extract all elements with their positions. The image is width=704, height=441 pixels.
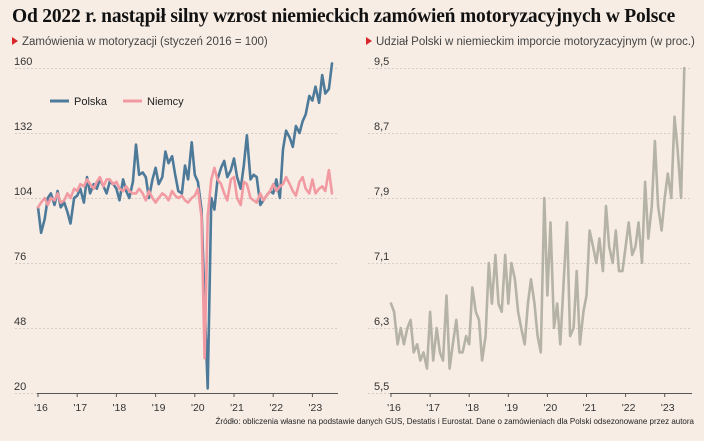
y-tick-label: 7,1 bbox=[374, 251, 389, 263]
y-tick-label: 9,5 bbox=[374, 56, 389, 68]
chart-title: Od 2022 r. nastąpił silny wzrost niemiec… bbox=[12, 6, 676, 27]
x-tick-label: '16 bbox=[387, 402, 401, 414]
chart-panel-2: 9,5 8,7 7,9 7,1 6,3 5,5 '16 '17 '18 '19 '20 '21 '22 '… bbox=[368, 56, 692, 414]
series-line-share bbox=[389, 66, 686, 370]
series-line-polska bbox=[36, 62, 334, 390]
y-tick-label: 7,9 bbox=[374, 186, 389, 198]
left-subtitle-text: Zamówienia w motoryzacji (styczeń 2016 =… bbox=[22, 36, 268, 48]
y-tick-label: 48 bbox=[14, 316, 26, 328]
y-tick-label: 20 bbox=[14, 381, 26, 393]
red-triangle-marker-icon bbox=[12, 37, 18, 45]
x-tick-label: '19 bbox=[504, 402, 518, 414]
x-tick-label: '21 bbox=[583, 402, 597, 414]
x-tick-label: '18 bbox=[465, 402, 479, 414]
right-subtitle-text: Udział Polski w niemieckim imporcie moto… bbox=[376, 36, 695, 48]
x-tick-label: '18 bbox=[113, 402, 127, 414]
x-tick-label: '19 bbox=[152, 402, 166, 414]
x-tick-label: '22 bbox=[269, 402, 283, 414]
y-tick-label: 76 bbox=[14, 251, 26, 263]
x-tick-label: '23 bbox=[661, 402, 675, 414]
y-tick-label: 160 bbox=[14, 56, 32, 68]
x-tick-label: '20 bbox=[544, 402, 558, 414]
legend-label: Niemcy bbox=[147, 96, 184, 108]
red-triangle-marker-icon bbox=[366, 37, 372, 45]
x-tick-label: '23 bbox=[309, 402, 323, 414]
source-note: Źródło: obliczenia własne na podstawie d… bbox=[215, 417, 694, 426]
y-tick-label: 132 bbox=[14, 121, 32, 133]
y-tick-label: 6,3 bbox=[374, 316, 389, 328]
right-chart-subtitle: Udział Polski w niemieckim imporcie moto… bbox=[366, 36, 695, 48]
chart-panel-1: 160 132 104 76 48 20 '16 '17 '18 '19 '20 '21 '22 '23 P… bbox=[14, 56, 338, 414]
x-tick-label: '21 bbox=[230, 402, 244, 414]
x-tick-label: '17 bbox=[73, 402, 87, 414]
left-chart-subtitle: Zamówienia w motoryzacji (styczeń 2016 =… bbox=[12, 36, 268, 48]
y-tick-label: 8,7 bbox=[374, 121, 389, 133]
legend-label: Polska bbox=[74, 96, 108, 108]
x-tick-label: '16 bbox=[34, 402, 48, 414]
y-tick-label: 5,5 bbox=[374, 381, 389, 393]
x-tick-label: '17 bbox=[426, 402, 440, 414]
series-line-niemcy bbox=[36, 166, 334, 360]
x-tick-label: '20 bbox=[191, 402, 205, 414]
y-tick-label: 104 bbox=[14, 186, 32, 198]
x-tick-label: '22 bbox=[622, 402, 636, 414]
